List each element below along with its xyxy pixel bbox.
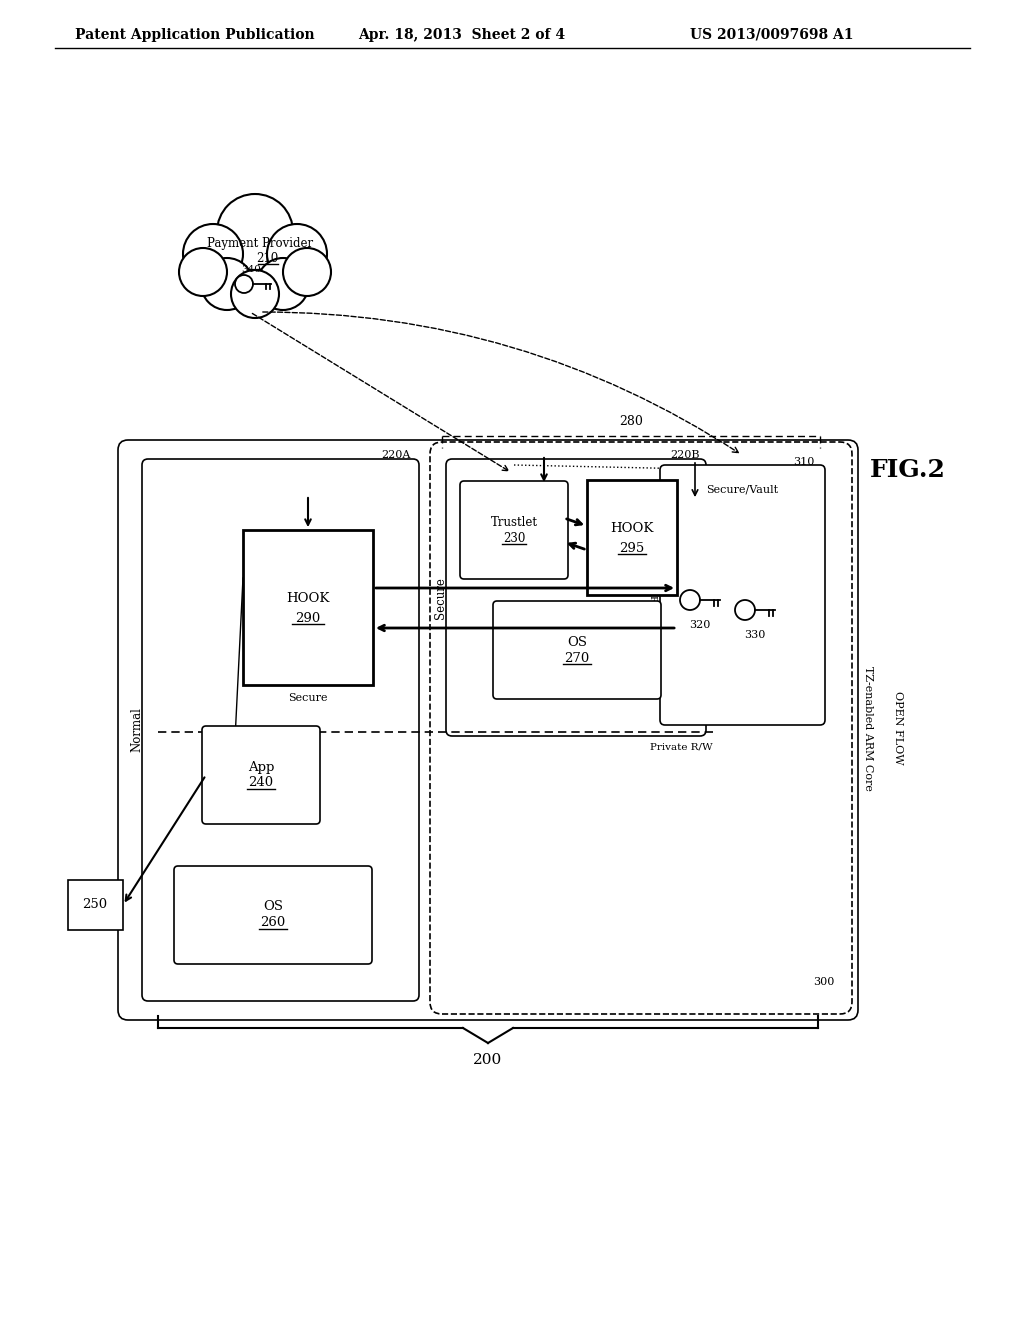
- FancyBboxPatch shape: [493, 601, 662, 700]
- Bar: [587, 480, 677, 595]
- Circle shape: [267, 224, 327, 284]
- Text: 310: 310: [794, 457, 815, 467]
- FancyBboxPatch shape: [430, 442, 852, 1014]
- Text: HOOK: HOOK: [610, 521, 653, 535]
- Circle shape: [283, 248, 331, 296]
- Text: 270: 270: [564, 652, 590, 664]
- Text: Patent Application Publication: Patent Application Publication: [75, 28, 314, 42]
- Text: OS: OS: [567, 635, 587, 648]
- Text: 230: 230: [503, 532, 525, 544]
- Text: OS: OS: [263, 900, 283, 913]
- Text: 220A: 220A: [382, 450, 411, 459]
- Circle shape: [231, 271, 279, 318]
- Text: Monitor: Monitor: [726, 576, 736, 620]
- Text: Secure: Secure: [434, 577, 447, 619]
- FancyBboxPatch shape: [202, 726, 319, 824]
- Circle shape: [201, 257, 253, 310]
- Text: 340: 340: [241, 265, 261, 275]
- Text: 220B: 220B: [671, 450, 700, 459]
- Text: HOOK: HOOK: [287, 591, 330, 605]
- Text: 260: 260: [260, 916, 286, 929]
- Text: Secure: Secure: [288, 693, 328, 704]
- Circle shape: [179, 248, 227, 296]
- Text: OPEN FLOW: OPEN FLOW: [731, 498, 741, 570]
- FancyBboxPatch shape: [118, 440, 858, 1020]
- Circle shape: [735, 601, 755, 620]
- Bar: [243, 531, 373, 685]
- Circle shape: [183, 224, 243, 284]
- FancyBboxPatch shape: [660, 465, 825, 725]
- Text: 300: 300: [814, 977, 835, 987]
- Text: 200: 200: [473, 1053, 503, 1067]
- FancyBboxPatch shape: [174, 866, 372, 964]
- Text: TZ-enabled ARM Core: TZ-enabled ARM Core: [863, 665, 873, 791]
- Text: 280: 280: [620, 414, 643, 428]
- Circle shape: [234, 275, 253, 293]
- Circle shape: [680, 590, 700, 610]
- Text: 250: 250: [83, 899, 108, 912]
- Circle shape: [257, 257, 309, 310]
- Text: 290: 290: [295, 611, 321, 624]
- Text: Apr. 18, 2013  Sheet 2 of 4: Apr. 18, 2013 Sheet 2 of 4: [358, 28, 565, 42]
- Text: Trustlet: Trustlet: [490, 516, 538, 528]
- Text: 240: 240: [249, 776, 273, 789]
- Text: Payment Provider: Payment Provider: [207, 238, 313, 251]
- FancyBboxPatch shape: [142, 459, 419, 1001]
- FancyBboxPatch shape: [460, 480, 568, 579]
- Text: Normal: Normal: [130, 708, 143, 752]
- Circle shape: [217, 194, 293, 271]
- Text: 295: 295: [620, 541, 645, 554]
- Text: FIG.2: FIG.2: [870, 458, 946, 482]
- Text: App: App: [248, 760, 274, 774]
- FancyBboxPatch shape: [446, 459, 706, 737]
- Text: Private R/W: Private R/W: [650, 742, 713, 751]
- Text: Secure/Vault: Secure/Vault: [706, 484, 778, 495]
- Text: US 2013/0097698 A1: US 2013/0097698 A1: [690, 28, 853, 42]
- Text: Public R-Only: Public R-Only: [648, 560, 657, 631]
- Text: 210: 210: [256, 252, 279, 265]
- Text: 330: 330: [744, 630, 766, 640]
- Text: 320: 320: [689, 620, 711, 630]
- Bar: [68, 880, 123, 931]
- Text: OPEN FLOW: OPEN FLOW: [893, 692, 903, 764]
